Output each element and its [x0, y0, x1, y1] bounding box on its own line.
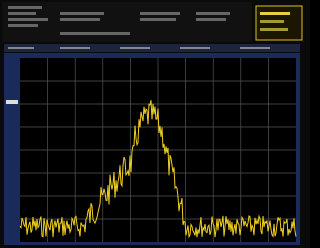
text-block [140, 12, 180, 15]
text-block [240, 47, 270, 49]
analyzer-screen [0, 0, 310, 248]
text-block [60, 32, 130, 35]
text-block [8, 47, 34, 49]
ref-marker [6, 100, 18, 104]
text-block [8, 18, 48, 21]
text-block [60, 18, 100, 21]
text-block [180, 47, 210, 49]
text-block [120, 47, 150, 49]
text-block [60, 12, 104, 15]
text-block [196, 12, 230, 15]
text-block [140, 18, 176, 21]
status-text-block [260, 28, 288, 31]
status-text-block [260, 20, 284, 23]
status-text-block [260, 12, 290, 15]
text-block [60, 47, 90, 49]
page: (() => { const ns = 'http://www.w3.org/2… [0, 0, 310, 248]
text-block [8, 6, 42, 9]
text-block [8, 12, 36, 15]
text-block [8, 24, 38, 27]
text-block [196, 18, 226, 21]
